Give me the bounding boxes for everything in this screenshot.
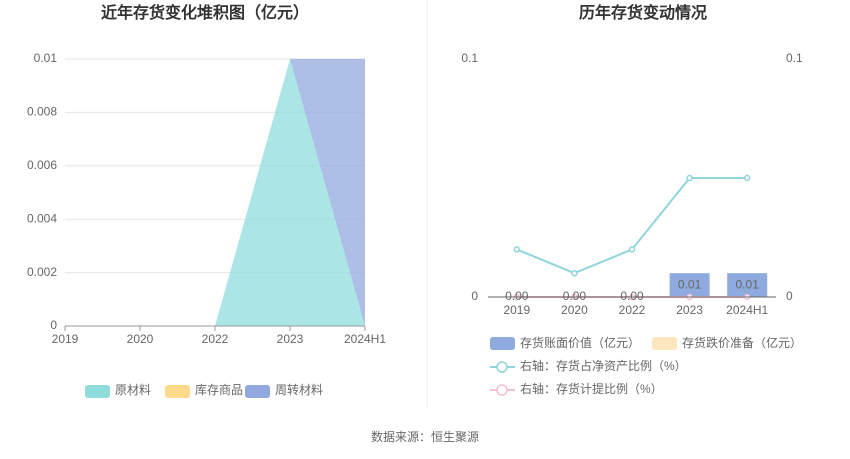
- x-tick-label: 2023: [676, 303, 703, 317]
- x-tick-label: 2020: [127, 332, 154, 346]
- x-tick-label: 2024H1: [726, 303, 768, 317]
- x-tick-label: 2019: [52, 332, 79, 346]
- area: [65, 59, 365, 326]
- line: [516, 177, 748, 275]
- legend-label: 右轴：存货占净资产比例（%）: [520, 358, 687, 373]
- line-point: [743, 174, 751, 182]
- value-label: 0.00: [620, 289, 644, 303]
- line-point: [686, 174, 693, 182]
- legend-label: 存货跌价准备（亿元）: [682, 335, 802, 350]
- legend-swatch: [165, 385, 190, 398]
- x-tick-label: 2022: [202, 332, 229, 346]
- value-label: 0.00: [505, 289, 529, 303]
- chart-title: 近年存货变化堆积图（亿元）: [101, 3, 309, 22]
- legend-label: 存货账面价值（亿元）: [520, 335, 640, 350]
- line-point: [513, 246, 521, 253]
- x-tick-label: 2019: [503, 303, 530, 317]
- y-tick-label: 0.1: [461, 51, 478, 65]
- y-tick-label: 0.01: [34, 51, 58, 65]
- x-tick-label: 2023: [277, 332, 304, 346]
- legend-swatch: [652, 337, 677, 350]
- x-tick-label: 2024H1: [344, 332, 386, 346]
- legend-point: [496, 384, 508, 396]
- y-tick-label: 0: [50, 318, 57, 332]
- x-tick-label: 2020: [561, 303, 588, 317]
- value-label: 0.00: [563, 289, 587, 303]
- bar: [669, 273, 710, 297]
- legend-swatch: [85, 385, 110, 398]
- y-tick-label: 0: [471, 289, 478, 303]
- y-tick-label: 0.004: [27, 211, 57, 225]
- value-label: 0.01: [678, 277, 702, 291]
- y-tick-label: 0.006: [27, 158, 57, 172]
- legend-label: 右轴：存货计提比例（%）: [520, 381, 663, 396]
- y-tick-label: 0.002: [27, 265, 57, 279]
- x-tick-label: 2022: [619, 303, 646, 317]
- legend-label: 原材料: [115, 383, 151, 397]
- source: 数据来源：恒生聚源: [371, 429, 479, 444]
- area: [65, 59, 365, 326]
- legend-label: 周转材料: [275, 382, 323, 397]
- chart-title: 历年存货变动情况: [579, 3, 707, 22]
- line-point: [571, 269, 578, 277]
- legend-swatch: [490, 337, 515, 350]
- line-point: [628, 246, 636, 253]
- legend-swatch: [245, 385, 270, 398]
- bar: [727, 273, 768, 297]
- y2-tick-label: 0.1: [786, 51, 803, 65]
- legend-label: 库存商品: [195, 382, 243, 397]
- value-label: 0.01: [736, 277, 760, 291]
- legend-point: [496, 361, 508, 373]
- y-tick-label: 0.008: [27, 105, 57, 119]
- y2-tick-label: 0: [786, 289, 793, 303]
